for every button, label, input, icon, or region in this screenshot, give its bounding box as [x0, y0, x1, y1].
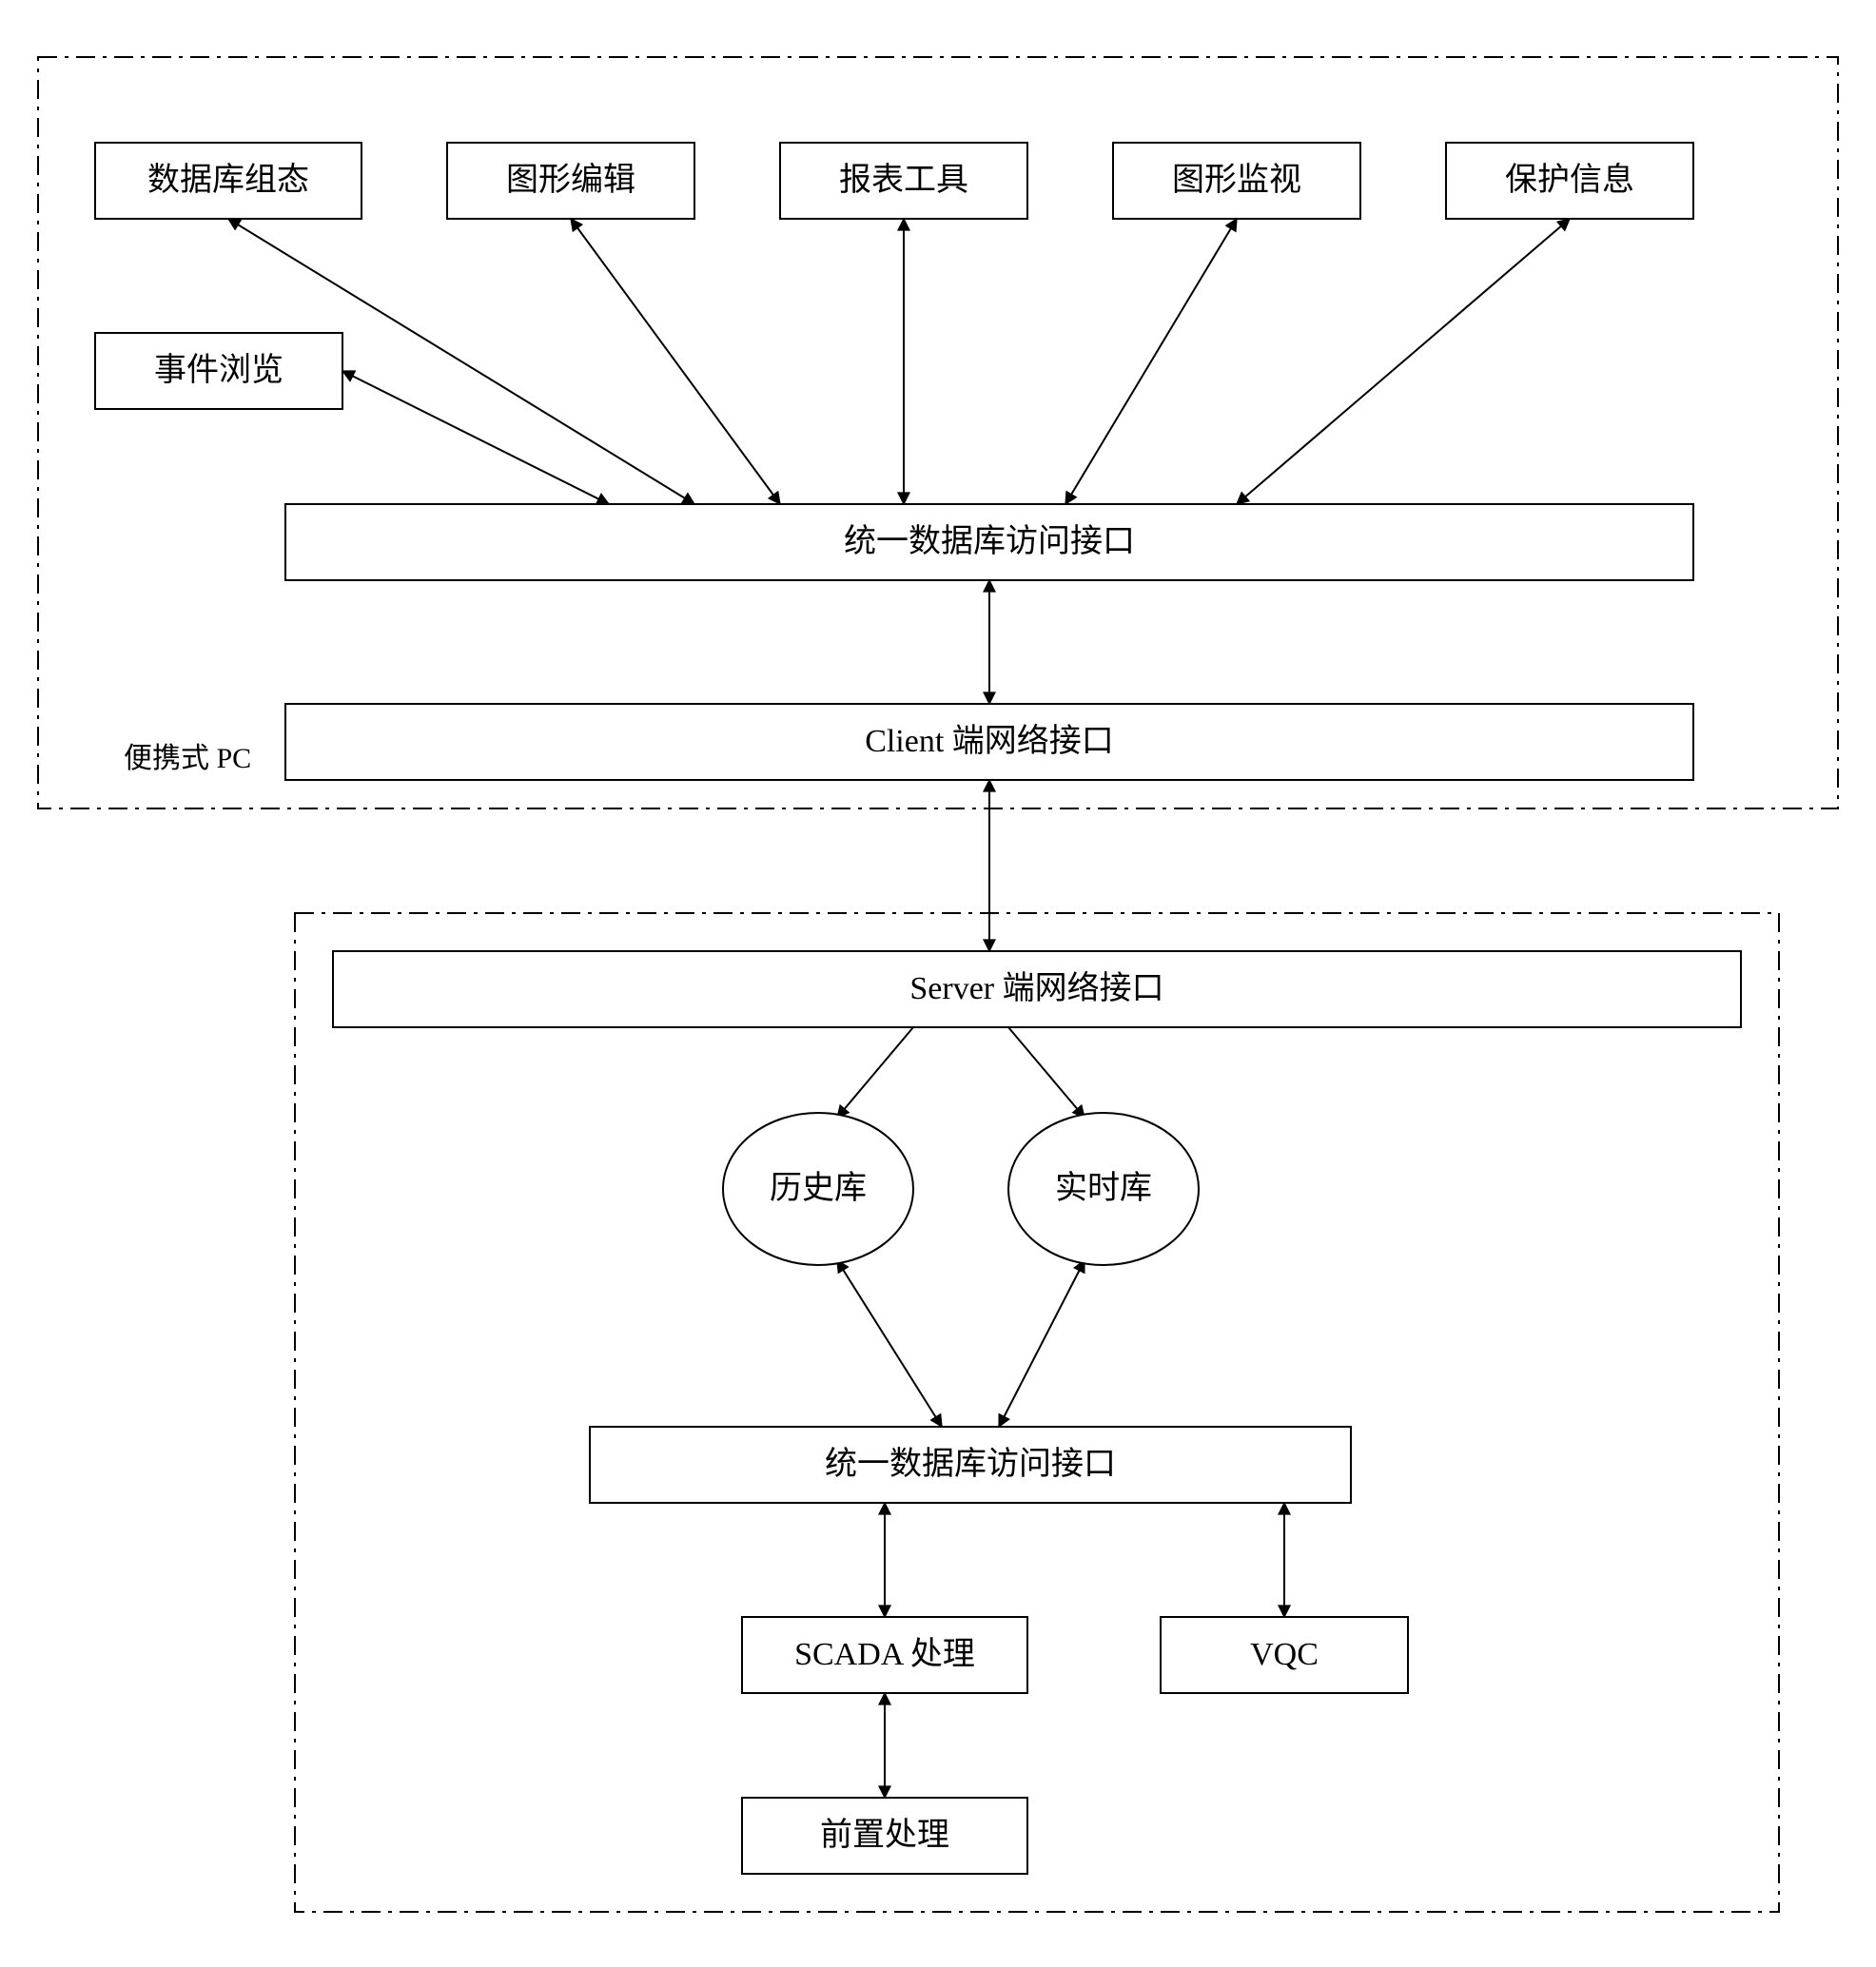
container-server [295, 913, 1779, 1912]
node-report: 报表工具 [780, 143, 1027, 219]
node-db_cfg-label: 数据库组态 [147, 162, 309, 198]
node-evt-label: 事件浏览 [154, 352, 283, 388]
node-rt-label: 实时库 [1055, 1170, 1152, 1206]
node-gfx_mon-label: 图形监视 [1172, 163, 1301, 198]
edge-srv-hist [837, 1027, 913, 1118]
edge-evt-udb1 [342, 371, 609, 504]
node-udb1: 统一数据库访问接口 [285, 504, 1693, 580]
edge-protect-udb1 [1237, 219, 1570, 504]
edge-hist-udb2 [837, 1260, 942, 1427]
node-vqc-label: VQC [1250, 1637, 1319, 1672]
node-vqc: VQC [1161, 1617, 1408, 1693]
edge-gfx_edit-udb1 [571, 219, 780, 504]
node-gfx_mon: 图形监视 [1113, 143, 1360, 219]
node-front: 前置处理 [742, 1798, 1027, 1874]
diagram-canvas: 便携式 PC 数据库组态 图形编辑 报表工具 图形监视 保护信息事件浏览统一数据库访问接… [0, 0, 1876, 1967]
node-db_cfg: 数据库组态 [95, 143, 362, 219]
node-scada-label: SCADA 处理 [794, 1637, 975, 1672]
node-udb2-label: 统一数据库访问接口 [825, 1446, 1116, 1482]
node-scada: SCADA 处理 [742, 1617, 1027, 1693]
node-client-label: Client 端网络接口 [865, 723, 1114, 759]
node-protect-label: 保护信息 [1505, 162, 1634, 198]
node-gfx_edit-label: 图形编辑 [506, 162, 635, 198]
node-hist: 历史库 [723, 1113, 913, 1265]
edge-rt-udb2 [999, 1260, 1085, 1427]
node-front-label: 前置处理 [820, 1817, 949, 1853]
node-gfx_edit: 图形编辑 [447, 143, 694, 219]
node-udb2: 统一数据库访问接口 [590, 1427, 1351, 1503]
container-pc-label: 便携式 PC [124, 743, 251, 774]
node-protect: 保护信息 [1446, 143, 1693, 219]
node-srv-label: Server 端网络接口 [909, 970, 1163, 1006]
node-hist-label: 历史库 [770, 1170, 867, 1206]
nodes-group: 数据库组态 图形编辑 报表工具 图形监视 保护信息事件浏览统一数据库访问接口 Client… [95, 143, 1741, 1874]
edge-gfx_mon-udb1 [1065, 219, 1237, 504]
node-udb1-label: 统一数据库访问接口 [844, 523, 1135, 559]
node-evt: 事件浏览 [95, 333, 342, 409]
edge-srv-rt [1008, 1027, 1085, 1118]
node-srv: Server 端网络接口 [333, 951, 1741, 1027]
node-client: Client 端网络接口 [285, 704, 1693, 780]
node-rt: 实时库 [1008, 1113, 1199, 1265]
node-report-label: 报表工具 [839, 162, 968, 198]
